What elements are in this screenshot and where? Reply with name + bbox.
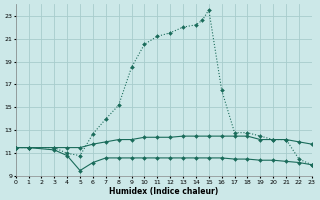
X-axis label: Humidex (Indice chaleur): Humidex (Indice chaleur) <box>109 187 218 196</box>
